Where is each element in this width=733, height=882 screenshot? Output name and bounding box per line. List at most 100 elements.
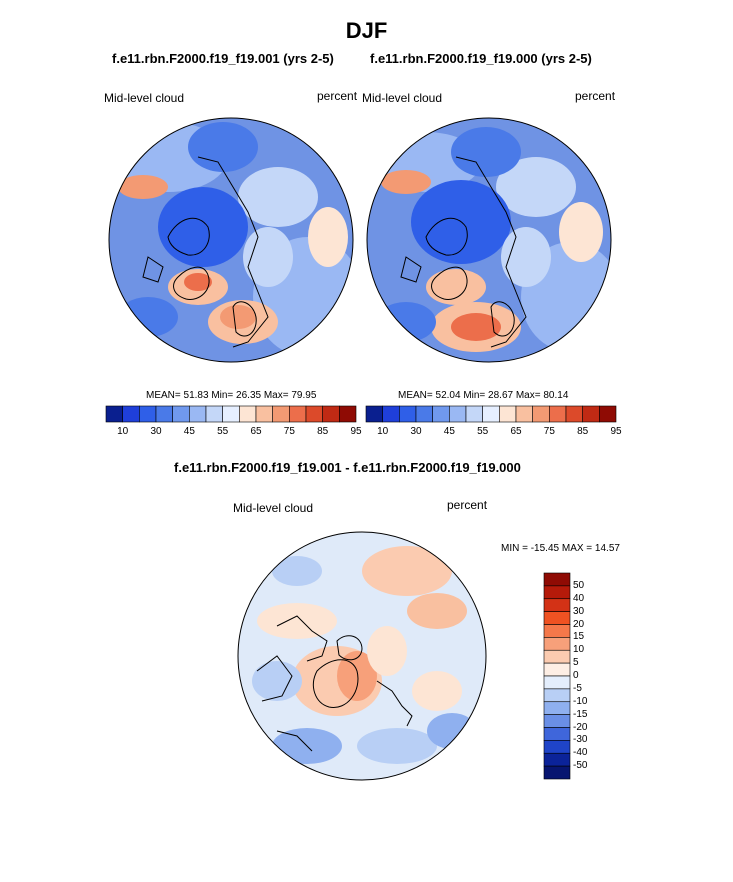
colorbar-tick-label: 55 [477,426,489,437]
colorbar-swatch [305,405,323,423]
colorbar-swatch [172,405,190,423]
colorbar-swatch [105,405,123,423]
colorbar-tick-label: 75 [283,426,295,437]
colorbar-swatch [515,405,533,423]
colorbar-tick-label: -15 [573,708,588,720]
colorbar-swatch [582,405,600,423]
colorbar-swatch [599,405,617,423]
coastline [455,156,527,348]
polar-map-diff [237,531,487,781]
colorbar-swatch [543,765,571,780]
colorbar-swatch [432,405,450,423]
coastline [256,655,293,702]
colorbar-tick-label: 5 [573,657,579,669]
colorbar-swatch [482,405,500,423]
polar-map-1 [108,117,354,363]
colorbar-swatch [449,405,467,423]
colorbar-swatch [543,572,571,587]
colorbar-swatch [255,405,273,423]
colorbar-swatch [543,611,571,625]
colorbar-tick-label: 45 [443,426,455,437]
colorbar-swatch [222,405,240,423]
colorbar-tick-label: -30 [573,734,588,746]
panel2-units-label: percent [575,89,616,103]
colorbar-tick-label: 65 [510,426,522,437]
colorbar-swatch [499,405,517,423]
colorbar-swatch [543,649,571,664]
colorbar-swatch [322,405,340,423]
colorbar-swatch [365,405,383,423]
colorbar-swatch [382,405,400,423]
coastline [400,256,422,283]
colorbar-tick-label: 65 [250,426,262,437]
colorbar-swatch [205,405,223,423]
coastline [142,256,164,283]
coastline [490,301,515,337]
page-title: DJF [345,18,388,43]
colorbar-swatch [565,405,583,423]
colorbar-tick-label: 45 [183,426,195,437]
colorbar-tick-label: 75 [543,426,555,437]
colorbar-swatch [122,405,140,423]
colorbar-tick-label: 40 [573,592,585,604]
colorbar-tick-label: 10 [117,426,129,437]
colorbar-swatch [543,752,571,767]
coastline [336,635,363,661]
colorbar-swatch [543,701,571,715]
coastline [276,615,328,662]
coastline [276,730,313,752]
colorbar-tick-label: 95 [610,426,622,437]
colorbar-swatch [399,405,417,423]
panel1-units-label: percent [317,89,358,103]
colorbar-tick-label: 55 [217,426,229,437]
colorbar-tick-label: -20 [573,721,588,733]
panel2-variable-label: Mid-level cloud [362,91,443,105]
coastline [376,680,413,727]
colorbar-swatch [543,727,571,741]
diff-variable-label: Mid-level cloud [233,501,314,515]
colorbar-tick-label: 10 [573,644,585,656]
colorbar-diff [543,572,571,780]
colorbar-tick-label: 85 [317,426,329,437]
colorbar-swatch [189,405,207,423]
colorbar-tick-label: 0 [573,670,579,681]
coastline [167,217,210,256]
colorbar-tick-label: 20 [573,618,585,630]
coastline [173,266,210,300]
colorbar-swatch [415,405,433,423]
diff-units-label: percent [447,498,488,512]
colorbar-tick-label: -5 [573,682,582,694]
colorbar-swatch [543,598,571,612]
coastline [425,217,468,256]
colorbar-tick-label: 50 [573,579,585,591]
coastline [232,301,257,337]
colorbar-swatch [549,405,567,423]
colorbar-swatch [532,405,550,423]
colorbar-1 [105,405,357,423]
colorbar-tick-label: 30 [410,426,422,437]
colorbar-swatch [272,405,290,423]
colorbar-swatch [543,585,571,600]
colorbar-swatch [139,405,157,423]
colorbar-tick-label: 30 [150,426,162,437]
colorbar-swatch [239,405,257,423]
colorbar-swatch [155,405,173,423]
colorbar-swatch [339,405,357,423]
colorbar-tick-label: 15 [573,631,585,643]
panel1-subtitle: f.e11.rbn.F2000.f19_f19.001 (yrs 2-5) [112,51,334,66]
colorbar-swatch [543,688,571,703]
diff-range: MIN = -15.45 MAX = 14.57 [501,543,620,554]
panel1-variable-label: Mid-level cloud [104,91,185,105]
colorbar-tick-label: 95 [350,426,362,437]
colorbar-tick-label: -10 [573,695,588,707]
colorbar-tick-label: 30 [573,605,585,617]
coastline [431,266,468,300]
panel2-stats: MEAN= 52.04 Min= 28.67 Max= 80.14 [398,390,569,401]
coastline [313,659,359,708]
colorbar-swatch [289,405,307,423]
panel2-subtitle: f.e11.rbn.F2000.f19_f19.000 (yrs 2-5) [370,51,592,66]
colorbar-swatch [465,405,483,423]
colorbar-swatch [543,637,571,651]
colorbar-swatch [543,675,571,690]
colorbar-tick-label: -40 [573,747,588,759]
